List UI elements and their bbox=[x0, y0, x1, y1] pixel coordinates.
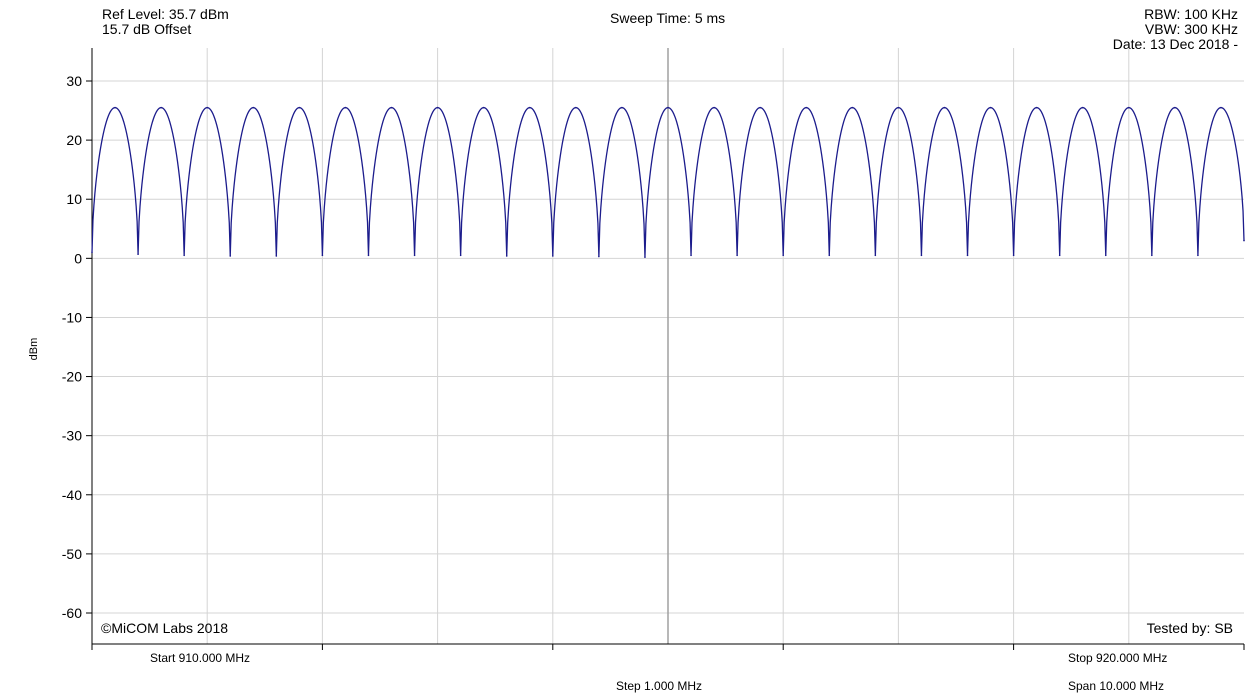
null-point bbox=[1012, 254, 1015, 257]
null-point bbox=[782, 254, 784, 257]
null-point bbox=[1151, 254, 1153, 257]
null-point bbox=[1058, 254, 1061, 257]
null-point bbox=[91, 251, 93, 254]
null-point bbox=[966, 254, 969, 257]
peak-point bbox=[989, 106, 992, 109]
peak-point bbox=[1035, 106, 1038, 109]
null-point bbox=[920, 254, 923, 257]
y-tick-label: -50 bbox=[62, 546, 82, 562]
stop-frequency-label: Stop 920.000 MHz bbox=[1068, 651, 1168, 665]
grid bbox=[92, 48, 1244, 644]
peak-point bbox=[943, 106, 946, 109]
y-tick-label: -10 bbox=[62, 309, 82, 325]
start-frequency-label: Start 910.000 MHz bbox=[150, 651, 251, 665]
y-tick-label: 30 bbox=[66, 73, 82, 89]
peak-point bbox=[805, 106, 808, 109]
peak-point bbox=[1174, 106, 1176, 109]
peak-point bbox=[1128, 106, 1130, 109]
peak-point bbox=[160, 106, 162, 109]
null-point bbox=[736, 254, 738, 257]
peak-point bbox=[1081, 106, 1084, 109]
null-point bbox=[1243, 239, 1245, 242]
peak-point bbox=[528, 106, 531, 109]
null-point bbox=[690, 254, 692, 257]
peak-point bbox=[713, 106, 715, 109]
null-point bbox=[459, 254, 462, 257]
null-point bbox=[874, 254, 877, 257]
null-point bbox=[598, 255, 600, 258]
tested-by-label: Tested by: SB bbox=[1146, 620, 1233, 636]
peak-point bbox=[114, 106, 116, 109]
peak-point bbox=[851, 106, 854, 109]
peak-point bbox=[575, 106, 577, 109]
y-tick-label: -30 bbox=[62, 428, 82, 444]
null-point bbox=[1104, 254, 1107, 257]
peak-point bbox=[897, 106, 900, 109]
peak-point bbox=[482, 106, 485, 109]
null-point bbox=[644, 256, 646, 258]
null-point bbox=[321, 254, 324, 257]
null-point bbox=[367, 254, 370, 257]
y-tick-label: -20 bbox=[62, 369, 82, 385]
null-point bbox=[1197, 254, 1199, 257]
y-axis-label: dBm bbox=[28, 338, 40, 361]
peak-point bbox=[252, 106, 255, 109]
peak-point bbox=[298, 106, 301, 109]
y-tick-label: 10 bbox=[66, 191, 82, 207]
y-tick-label: 20 bbox=[66, 132, 82, 148]
y-tick-label: -60 bbox=[62, 605, 82, 621]
null-point bbox=[552, 255, 554, 257]
y-tick-label: 0 bbox=[74, 250, 82, 266]
null-point bbox=[275, 255, 278, 257]
y-ticks: 30 20 10 0 -10 -20 -30 -40 -50 -60 bbox=[62, 73, 92, 621]
null-point bbox=[413, 254, 416, 257]
peak-point bbox=[344, 106, 347, 109]
null-point bbox=[137, 253, 139, 255]
peak-point bbox=[436, 106, 439, 109]
peak-point bbox=[206, 106, 208, 109]
span-label: Span 10.000 MHz bbox=[1068, 679, 1165, 693]
null-point bbox=[828, 254, 831, 257]
peak-point bbox=[1220, 106, 1222, 109]
step-label: Step 1.000 MHz bbox=[616, 679, 703, 693]
null-point bbox=[505, 255, 508, 257]
copyright-label: ©MiCOM Labs 2018 bbox=[101, 620, 229, 636]
peak-point bbox=[390, 106, 393, 109]
trace bbox=[91, 106, 1245, 258]
peak-point bbox=[621, 106, 623, 109]
peak-point bbox=[759, 106, 761, 109]
sweep-time-label: Sweep Time: 5 ms bbox=[610, 10, 726, 26]
ref-level-label: Ref Level: 35.7 dBm bbox=[102, 6, 229, 22]
rbw-label: RBW: 100 KHz bbox=[1144, 6, 1238, 22]
vbw-label: VBW: 300 KHz bbox=[1144, 21, 1238, 37]
y-tick-label: -40 bbox=[62, 487, 82, 503]
offset-label: 15.7 dB Offset bbox=[102, 21, 192, 37]
date-label: Date: 13 Dec 2018 - bbox=[1112, 36, 1238, 52]
axes bbox=[91, 48, 1245, 650]
peak-point bbox=[667, 106, 669, 109]
null-point bbox=[229, 255, 232, 257]
null-point bbox=[183, 254, 185, 257]
